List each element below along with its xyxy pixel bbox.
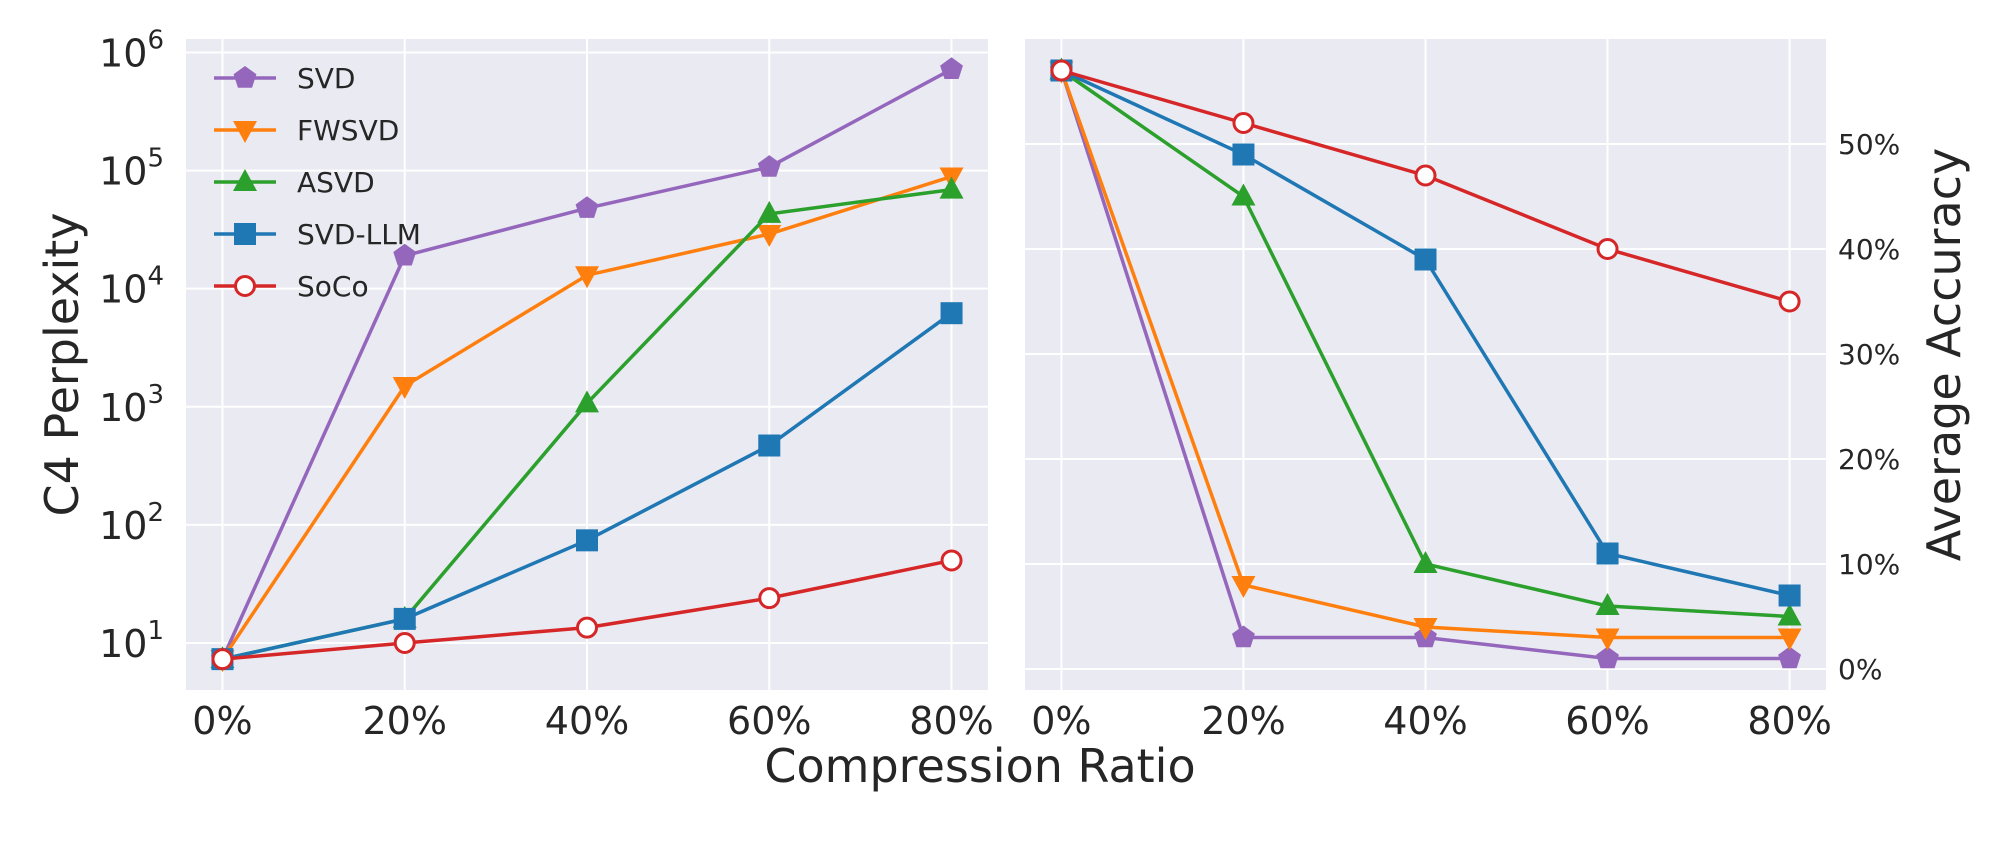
data-point bbox=[576, 529, 598, 552]
data-point bbox=[1596, 238, 1619, 260]
y-tick-label: 20% bbox=[1838, 443, 1900, 476]
data-point bbox=[1596, 646, 1619, 669]
y-tick-label: 10% bbox=[1838, 548, 1900, 581]
y-axis-label: Average Accuracy bbox=[1917, 148, 1971, 562]
x-tick-label: 40% bbox=[545, 699, 629, 743]
y-tick-label: 104 bbox=[99, 262, 164, 312]
legend-marker bbox=[233, 66, 257, 88]
data-point bbox=[1777, 628, 1802, 651]
data-point bbox=[939, 176, 964, 199]
legend-item: SVD bbox=[214, 62, 356, 95]
y-axis-label: C4 Perplexity bbox=[35, 212, 89, 516]
data-point bbox=[1050, 59, 1073, 82]
y-tick-label: 106 bbox=[99, 25, 164, 75]
data-point bbox=[1414, 248, 1437, 271]
data-point bbox=[1231, 183, 1256, 206]
x-axis-label: Compression Ratio bbox=[764, 739, 1195, 793]
data-point bbox=[1778, 646, 1802, 669]
data-point bbox=[393, 631, 416, 654]
legend-label: FWSVD bbox=[297, 114, 399, 147]
legend-marker bbox=[234, 223, 256, 245]
data-point bbox=[1778, 584, 1801, 607]
tick-exponent: 3 bbox=[147, 380, 164, 410]
legend-label: SoCo bbox=[297, 270, 369, 303]
data-point bbox=[1414, 164, 1437, 187]
tick-base: 10 bbox=[99, 268, 147, 312]
legend: SVD FWSVD ASVD SVD-LLM SoCo bbox=[214, 62, 421, 303]
tick-base: 10 bbox=[99, 504, 147, 548]
data-point bbox=[758, 434, 781, 457]
y-tick-label: 50% bbox=[1838, 128, 1900, 161]
data-point bbox=[940, 549, 963, 572]
data-point bbox=[757, 200, 782, 223]
y-tick-label: 0% bbox=[1838, 653, 1882, 686]
series-soco bbox=[1050, 59, 1801, 313]
data-point bbox=[1232, 143, 1255, 166]
tick-exponent: 1 bbox=[147, 616, 164, 646]
tick-base: 10 bbox=[99, 386, 147, 430]
data-point bbox=[392, 376, 417, 399]
x-tick-label: 20% bbox=[1201, 699, 1285, 743]
data-point bbox=[1232, 625, 1255, 648]
legend-marker bbox=[233, 121, 257, 143]
data-point bbox=[940, 302, 963, 325]
data-point bbox=[757, 225, 782, 248]
data-point bbox=[1231, 576, 1256, 598]
legend-item: ASVD bbox=[214, 166, 375, 199]
series-fwsvd bbox=[1049, 61, 1802, 651]
data-point bbox=[211, 648, 234, 671]
legend-item: SoCo bbox=[214, 270, 369, 303]
legend-marker bbox=[234, 275, 256, 297]
legend-marker bbox=[233, 169, 257, 191]
x-tick-label: 80% bbox=[1747, 699, 1831, 743]
y-tick-label: 40% bbox=[1838, 233, 1900, 266]
x-tick-label: 0% bbox=[192, 699, 252, 743]
legend-item: FWSVD bbox=[214, 114, 399, 147]
legend-label: SVD bbox=[297, 62, 356, 95]
legend-item: SVD-LLM bbox=[214, 218, 421, 251]
data-point bbox=[575, 266, 599, 289]
data-point bbox=[393, 607, 416, 630]
data-point bbox=[1596, 542, 1619, 565]
accuracy-panel: 0% 20% 40% 60% 80%0%10%20%30%40%50%Average A… bbox=[1025, 39, 1971, 743]
x-tick-label: 80% bbox=[909, 699, 993, 743]
data-point bbox=[1778, 290, 1801, 313]
data-point bbox=[576, 616, 598, 639]
tick-exponent: 2 bbox=[147, 498, 164, 528]
legend-label: ASVD bbox=[297, 166, 375, 199]
x-tick-label: 0% bbox=[1031, 699, 1091, 743]
y-tick-label: 103 bbox=[99, 380, 164, 430]
series-soco bbox=[211, 549, 963, 671]
tick-base: 10 bbox=[99, 31, 147, 75]
x-tick-label: 60% bbox=[727, 699, 811, 743]
data-point bbox=[1413, 551, 1438, 573]
y-tick-label: 102 bbox=[99, 498, 164, 548]
data-point bbox=[758, 587, 781, 610]
data-point bbox=[1595, 593, 1620, 615]
data-point bbox=[1232, 112, 1255, 134]
data-point bbox=[1777, 603, 1802, 626]
legend-label: SVD-LLM bbox=[297, 218, 421, 251]
data-point bbox=[575, 390, 599, 413]
x-tick-label: 20% bbox=[362, 699, 446, 743]
data-point bbox=[940, 57, 963, 80]
x-tick-label: 40% bbox=[1383, 699, 1467, 743]
x-tick-label: 60% bbox=[1565, 699, 1649, 743]
tick-exponent: 5 bbox=[147, 144, 164, 174]
tick-exponent: 6 bbox=[147, 25, 164, 55]
data-point bbox=[757, 155, 781, 177]
tick-base: 10 bbox=[99, 622, 147, 666]
data-point bbox=[393, 243, 417, 266]
y-tick-label: 30% bbox=[1838, 338, 1900, 371]
y-tick-label: 105 bbox=[99, 144, 164, 194]
tick-base: 10 bbox=[99, 150, 147, 194]
y-tick-label: 101 bbox=[99, 616, 164, 666]
tick-exponent: 4 bbox=[147, 262, 164, 292]
data-point bbox=[575, 196, 599, 218]
data-point bbox=[1595, 628, 1620, 651]
data-point bbox=[1413, 618, 1438, 640]
